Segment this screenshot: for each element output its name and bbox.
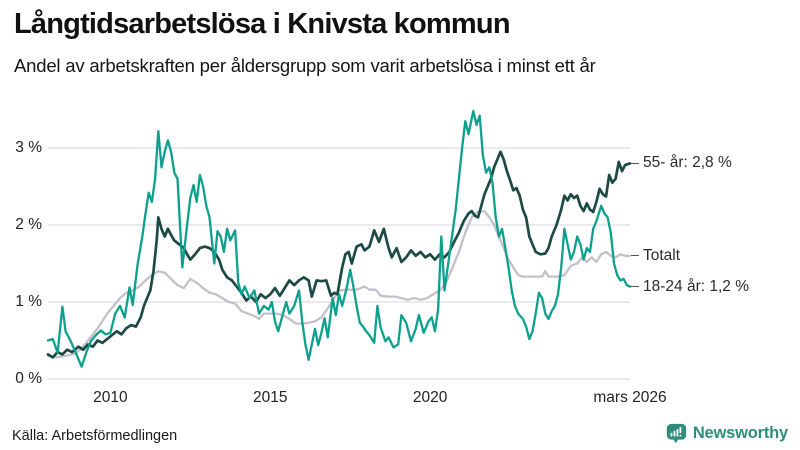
y-tick-label: 3 % xyxy=(15,139,42,156)
series-end-label-text: 18-24 år: 1,2 % xyxy=(643,277,749,295)
x-tick-label: 2015 xyxy=(252,389,288,406)
newsworthy-logo-icon xyxy=(666,423,686,444)
series-end-label-totalt: Totalt xyxy=(631,246,680,266)
chart-subtitle: Andel av arbetskraften per åldersgrupp s… xyxy=(14,55,596,76)
x-tick-label: 2010 xyxy=(93,389,128,406)
y-tick-label: 1 % xyxy=(15,293,42,310)
series-end-label-55-ar: 55- år: 2,8 % xyxy=(631,153,732,173)
page-title: Långtidsarbetslösa i Knivsta kommun xyxy=(14,8,511,40)
x-tick-label: mars 2026 xyxy=(593,389,667,406)
y-tick-label: 0 % xyxy=(15,370,42,387)
series-end-label-text: Totalt xyxy=(643,246,681,264)
y-tick-label: 2 % xyxy=(15,216,42,233)
label-tick-dash xyxy=(631,162,639,164)
newsworthy-wordmark: Newsworthy xyxy=(692,424,788,442)
series-line-55 xyxy=(46,150,632,359)
x-tick-label: 2020 xyxy=(412,389,448,406)
series-line-total xyxy=(46,209,632,359)
label-tick-dash xyxy=(631,286,639,288)
source-caption: Källa: Arbetsförmedlingen xyxy=(12,428,178,444)
label-tick-dash xyxy=(631,255,639,257)
newsworthy-brand: Newsworthy xyxy=(666,423,788,444)
series-end-label-text: 55- år: 2,8 % xyxy=(643,154,732,172)
series-line-1824 xyxy=(46,109,632,368)
series-end-label-18-24-ar: 18-24 år: 1,2 % xyxy=(631,277,749,297)
